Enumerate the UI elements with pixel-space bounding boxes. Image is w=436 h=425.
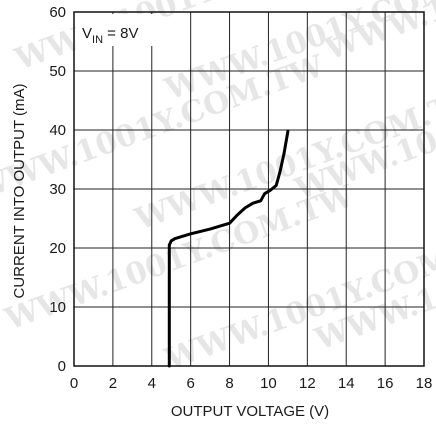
annotation-label: VIN = 8V <box>82 25 138 46</box>
x-axis-label: OUTPUT VOLTAGE (V) <box>171 403 329 420</box>
annotation-box <box>76 14 156 46</box>
x-tick-label: 4 <box>148 375 156 392</box>
plot-border <box>73 11 425 367</box>
annotation-rest: = 8V <box>103 25 138 42</box>
x-tick-label: 0 <box>70 375 78 392</box>
y-axis-label: CURRENT INTO OUTPUT (mA) <box>11 83 28 298</box>
y-tick-label: 50 <box>49 63 66 80</box>
y-tick-label: 30 <box>49 181 66 198</box>
y-tick-label: 20 <box>49 240 66 257</box>
y-tick-label: 60 <box>49 4 66 21</box>
x-axis-ticks: 0 2 4 6 8 10 12 14 16 18 <box>70 375 433 392</box>
curves <box>167 129 290 368</box>
y-tick-label: 40 <box>49 122 66 139</box>
x-tick-label: 12 <box>299 375 316 392</box>
x-tick-label: 14 <box>338 375 355 392</box>
y-axis-ticks: 0 10 20 30 40 50 60 <box>49 4 66 375</box>
y-tick-label: 0 <box>58 358 66 375</box>
x-tick-label: 8 <box>225 375 233 392</box>
annotation-subscript: IN <box>92 34 103 46</box>
plot-frame <box>73 11 425 367</box>
y-tick-label: 10 <box>49 299 66 316</box>
x-tick-label: 2 <box>109 375 117 392</box>
x-tick-label: 18 <box>416 375 433 392</box>
series-line <box>167 129 290 368</box>
x-tick-label: 16 <box>377 375 394 392</box>
x-tick-label: 10 <box>260 375 277 392</box>
annotation-main: V <box>82 25 92 42</box>
x-tick-label: 6 <box>186 375 194 392</box>
